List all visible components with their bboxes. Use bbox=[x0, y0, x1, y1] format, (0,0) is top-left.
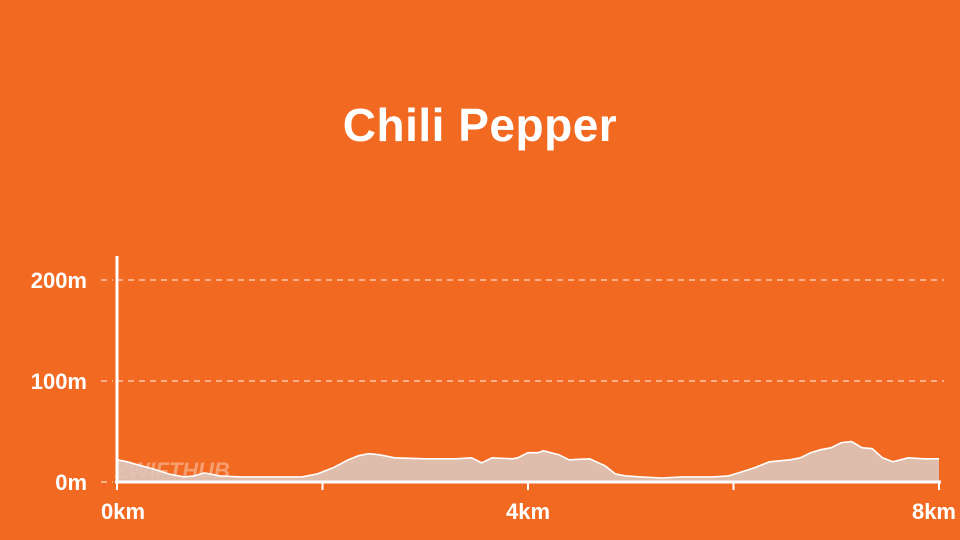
chart-title: Chili Pepper bbox=[342, 99, 618, 151]
y-tick-label: 200m bbox=[31, 268, 87, 293]
elevation-area bbox=[117, 441, 939, 482]
x-tick-label: 4km bbox=[506, 499, 550, 524]
x-tick-label: 8km bbox=[912, 499, 956, 524]
x-tick-label: 0km bbox=[101, 499, 145, 524]
axes bbox=[115, 256, 941, 484]
elevation-line bbox=[116, 440, 939, 479]
y-tick-label: 100m bbox=[31, 369, 87, 394]
y-axis-ticks: 0m 100m 200m bbox=[31, 268, 113, 495]
y-tick-label: 0m bbox=[55, 470, 87, 495]
grid-lines bbox=[117, 279, 944, 382]
x-axis-ticks: 0km 4km 8km bbox=[101, 482, 956, 524]
